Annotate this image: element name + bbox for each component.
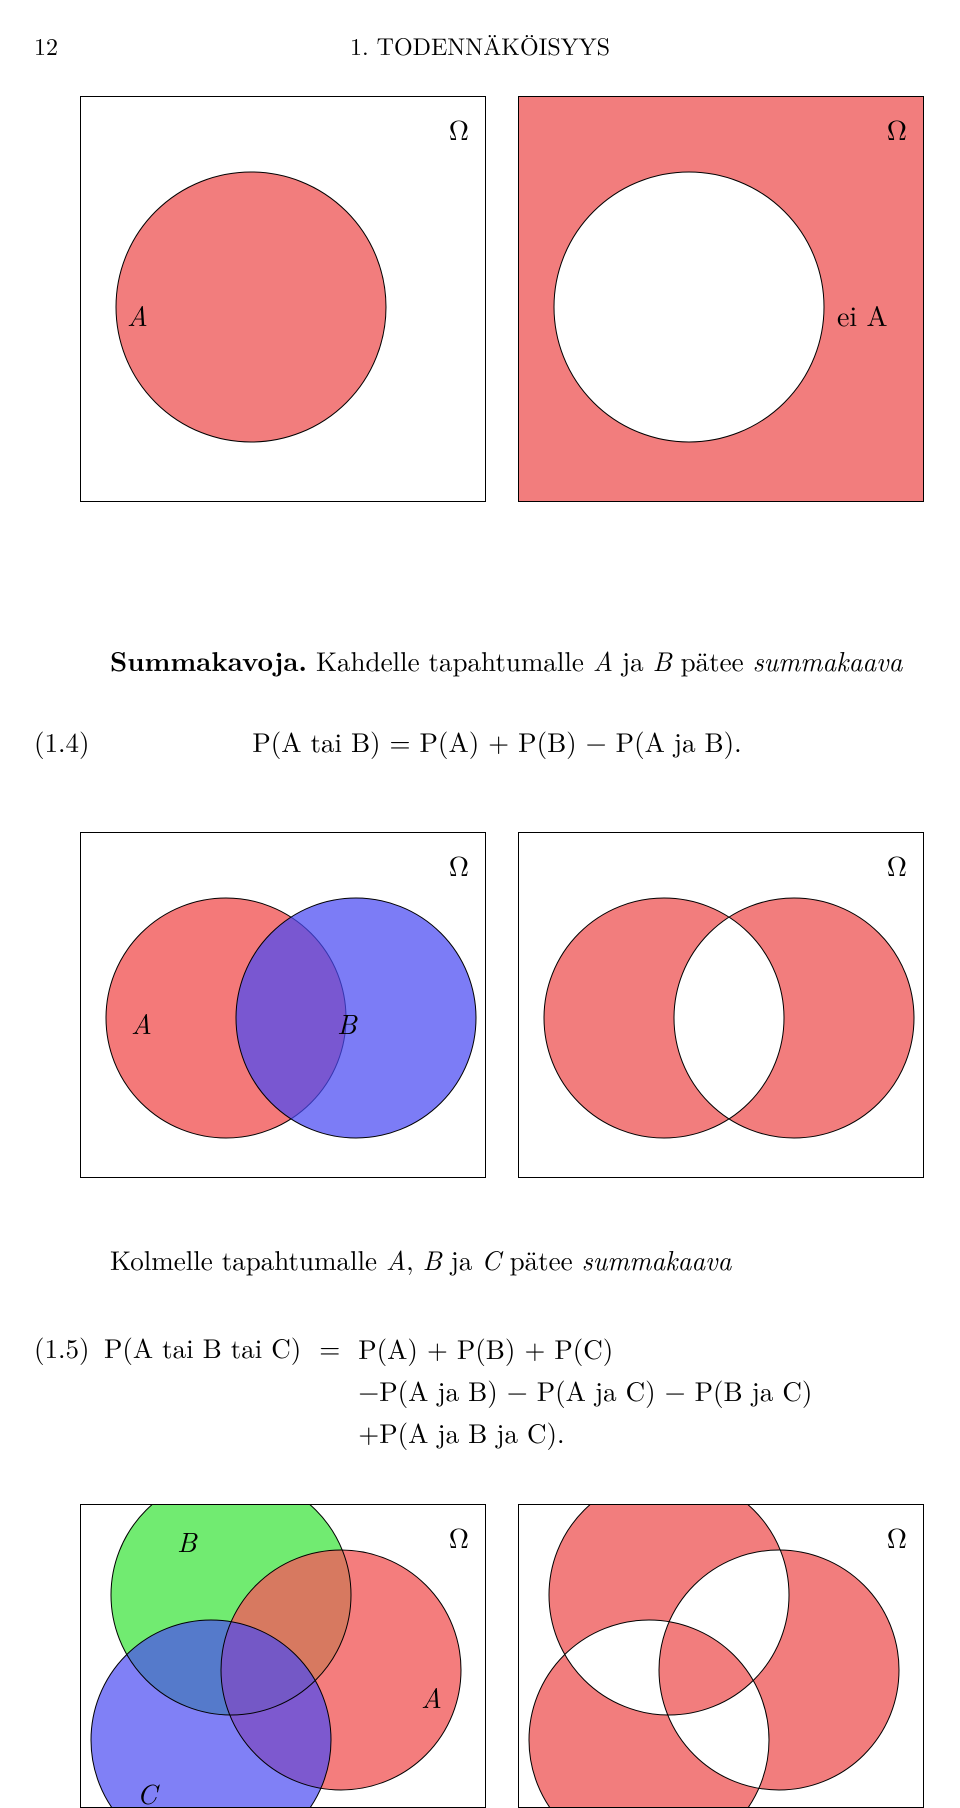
eq15-r2: −P(A ja B) − P(A ja C) − P(B ja C) — [358, 1370, 812, 1412]
figure-row-3: Ω A B C Ω — [80, 1504, 924, 1808]
omega-label: Ω — [449, 845, 469, 885]
eq15-eq: = — [319, 1328, 340, 1454]
figure-row-2: Ω A B Ω — [80, 832, 924, 1178]
para2-t2: , — [406, 1240, 423, 1278]
para1-A: A — [593, 641, 613, 679]
para2-B: B — [423, 1240, 442, 1278]
para1-t2: ja — [613, 641, 653, 679]
venn-panel-ABC: Ω A B C — [80, 1504, 486, 1808]
venn-panel-ABC-exact1: Ω — [518, 1504, 924, 1808]
eq-body-1-4: P(A tai B) = P(A) + P(B) − P(A ja B). — [34, 722, 960, 760]
eq15-rhs: P(A) + P(B) + P(C) −P(A ja B) − P(A ja C… — [358, 1328, 812, 1454]
venn-panel-notA: Ω ei A — [518, 96, 924, 502]
venn-svg-ABC-exact1 — [519, 1505, 924, 1808]
para2-t3: ja — [442, 1240, 482, 1278]
set-label-B2: B — [337, 1003, 357, 1043]
set-label-eiA: ei A — [837, 295, 888, 335]
venn-panel-A: Ω A — [80, 96, 486, 502]
eq15-r3: +P(A ja B ja C). — [358, 1412, 812, 1454]
set-label-A2: A — [131, 1003, 152, 1043]
figure-row-1: Ω A Ω ei A — [80, 96, 924, 502]
set-label-A3: A — [421, 1677, 442, 1717]
equation-1-5: (1.5) P(A tai B tai C) = P(A) + P(B) + P… — [0, 1328, 960, 1454]
set-label-A: A — [127, 295, 148, 335]
para1-em: summakaava — [753, 641, 903, 679]
para-summakaavoja: Summakavoja. Kahdelle tapahtumalle A ja … — [110, 640, 930, 680]
para1-B: B — [653, 641, 672, 679]
omega-label: Ω — [887, 109, 907, 149]
page: 12 1. TODENNÄKÖISYYS Ω A Ω ei A Summakav… — [0, 0, 960, 1808]
para2-A: A — [386, 1240, 406, 1278]
omega-label: Ω — [449, 109, 469, 149]
venn-svg-AB-symdiff — [519, 833, 924, 1178]
para-kolmelle: Kolmelle tapahtumalle A, B ja C pätee su… — [110, 1240, 930, 1279]
eq14-text: P(A tai B) = P(A) + P(B) − P(A ja B). — [252, 722, 741, 760]
eq15-r1: P(A) + P(B) + P(C) — [358, 1328, 812, 1370]
omega-label: Ω — [887, 1517, 907, 1557]
set-label-B3: B — [177, 1521, 197, 1561]
para1-t1: Kahdelle tapahtumalle — [307, 641, 593, 679]
para2-em: summakaava — [582, 1240, 732, 1278]
venn-panel-AB-symdiff: Ω — [518, 832, 924, 1178]
venn-svg-ABC — [81, 1505, 486, 1808]
para2-t1: Kolmelle tapahtumalle — [110, 1240, 386, 1278]
chapter-title: 1. TODENNÄKÖISYYS — [0, 28, 960, 62]
ei-A-text: ei A — [837, 295, 888, 335]
omega-label: Ω — [449, 1517, 469, 1557]
omega-label: Ω — [887, 845, 907, 885]
venn-panel-AB: Ω A B — [80, 832, 486, 1178]
para1-t3: pätee — [672, 641, 753, 679]
set-label-C3: C — [137, 1773, 157, 1808]
eq15-lhs: P(A tai B tai C) — [104, 1328, 301, 1454]
eq15-grid: P(A tai B tai C) = P(A) + P(B) + P(C) −P… — [104, 1328, 812, 1454]
eq-number-1-5: (1.5) — [34, 1328, 104, 1366]
para1-bold: Summakavoja. — [110, 640, 307, 679]
para2-t4: pätee — [501, 1240, 582, 1278]
para2-C: C — [481, 1240, 500, 1278]
equation-1-4: (1.4) P(A tai B) = P(A) + P(B) − P(A ja … — [0, 722, 960, 760]
